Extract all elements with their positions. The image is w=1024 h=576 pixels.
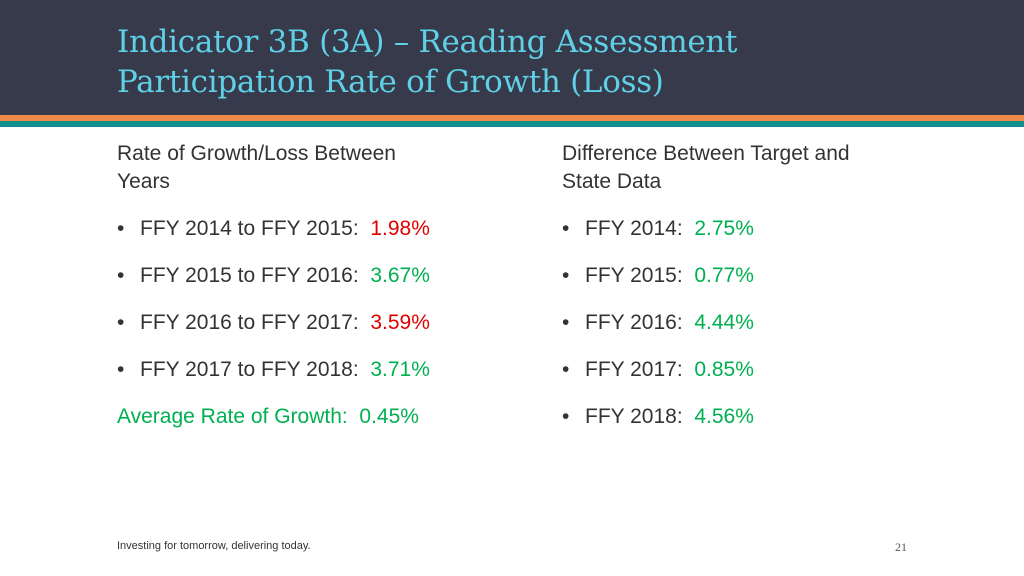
item-value: 2.75% — [694, 217, 754, 240]
accent-stripe-orange — [0, 115, 1024, 121]
item-label: FFY 2014 to FFY 2015: — [140, 217, 359, 240]
bullet-icon: • — [562, 405, 570, 428]
bullet-icon: • — [117, 311, 125, 334]
list-item: • FFY 2017 to FFY 2018: 3.71% — [117, 356, 497, 403]
item-label: FFY 2017 to FFY 2018: — [140, 358, 359, 381]
average-label: Average Rate of Growth: — [117, 405, 348, 428]
list-item: • FFY 2016: 4.44% — [562, 309, 942, 356]
slide-title-line-1: Indicator 3B (3A) – Reading Assessment — [117, 24, 738, 60]
target-difference-list: • FFY 2014: 2.75% • FFY 2015: 0.77% • FF… — [562, 215, 942, 450]
bullet-icon: • — [562, 217, 570, 240]
growth-loss-column: Rate of Growth/Loss Between Years • FFY … — [117, 140, 497, 450]
item-value: 0.85% — [694, 358, 754, 381]
bullet-icon: • — [117, 264, 125, 287]
accent-stripe-teal — [0, 121, 1024, 127]
item-label: FFY 2018: — [585, 405, 683, 428]
slide-title: Indicator 3B (3A) – Reading Assessment P… — [117, 22, 738, 102]
list-item: • FFY 2018: 4.56% — [562, 403, 942, 450]
list-item: • FFY 2015 to FFY 2016: 3.67% — [117, 262, 497, 309]
title-bar: Indicator 3B (3A) – Reading Assessment P… — [0, 0, 1024, 115]
slide-title-line-2: Participation Rate of Growth (Loss) — [117, 64, 664, 100]
item-label: FFY 2015 to FFY 2016: — [140, 264, 359, 287]
growth-loss-heading: Rate of Growth/Loss Between Years — [117, 142, 396, 193]
item-label: FFY 2017: — [585, 358, 683, 381]
bullet-icon: • — [117, 358, 125, 381]
item-label: FFY 2016: — [585, 311, 683, 334]
item-value: 3.59% — [370, 311, 430, 334]
list-item: • FFY 2014: 2.75% — [562, 215, 942, 262]
item-value: 3.71% — [370, 358, 430, 381]
list-item: • FFY 2017: 0.85% — [562, 356, 942, 403]
bullet-icon: • — [562, 358, 570, 381]
item-label: FFY 2014: — [585, 217, 683, 240]
item-value: 3.67% — [370, 264, 430, 287]
bullet-icon: • — [562, 264, 570, 287]
bullet-icon: • — [562, 311, 570, 334]
item-value: 4.56% — [694, 405, 754, 428]
average-value: 0.45% — [359, 405, 419, 428]
list-item: • FFY 2015: 0.77% — [562, 262, 942, 309]
item-label: FFY 2016 to FFY 2017: — [140, 311, 359, 334]
list-item: • FFY 2014 to FFY 2015: 1.98% — [117, 215, 497, 262]
item-value: 1.98% — [370, 217, 430, 240]
list-item: • FFY 2016 to FFY 2017: 3.59% — [117, 309, 497, 356]
item-value: 0.77% — [694, 264, 754, 287]
target-difference-heading: Difference Between Target and State Data — [562, 142, 850, 193]
footer-tagline: Investing for tomorrow, delivering today… — [117, 540, 311, 552]
item-value: 4.44% — [694, 311, 754, 334]
growth-loss-list: • FFY 2014 to FFY 2015: 1.98% • FFY 2015… — [117, 215, 497, 403]
target-difference-column: Difference Between Target and State Data… — [562, 140, 942, 450]
page-number: 21 — [895, 540, 907, 554]
item-label: FFY 2015: — [585, 264, 683, 287]
average-rate-of-growth: Average Rate of Growth: 0.45% — [117, 403, 497, 450]
bullet-icon: • — [117, 217, 125, 240]
